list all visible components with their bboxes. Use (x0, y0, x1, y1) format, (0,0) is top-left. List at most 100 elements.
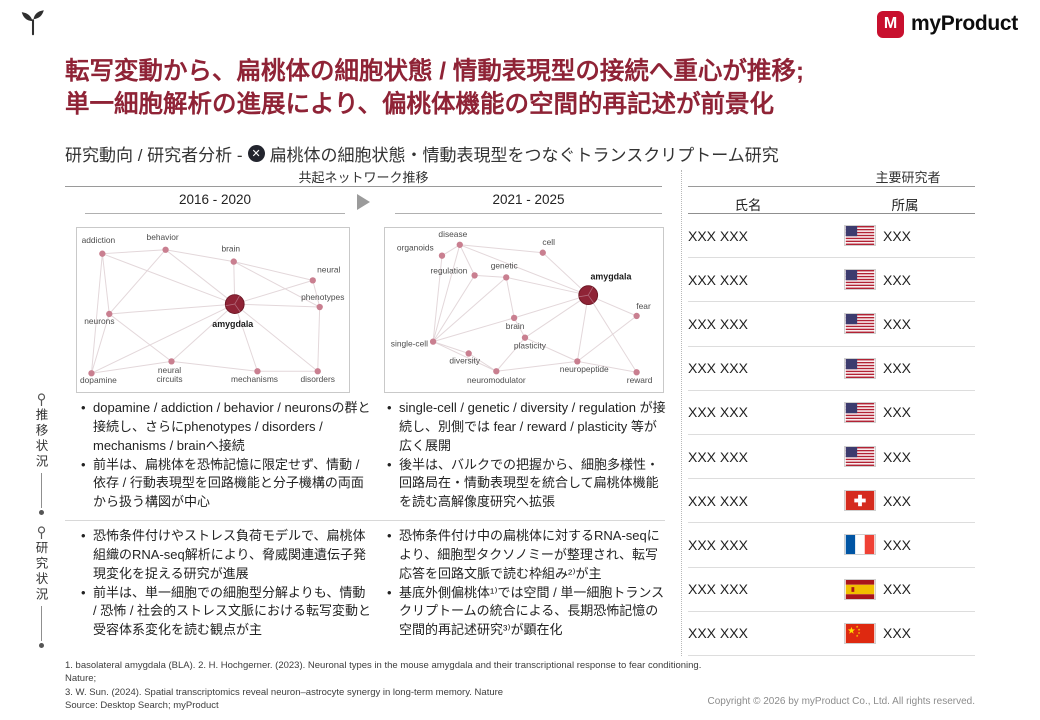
researcher-affiliation: XXX (844, 446, 911, 468)
network-edge (459, 244, 476, 276)
divider-table-header (688, 213, 975, 214)
network-node-label: neural (317, 264, 340, 274)
network-node (309, 277, 316, 284)
network-edge (165, 249, 234, 263)
affiliation-text: XXX (883, 492, 912, 509)
timeline-dot (38, 643, 44, 648)
researcher-name: XXX XXX (688, 271, 748, 288)
network-edge (495, 337, 526, 372)
researcher-affiliation: XXX (844, 313, 911, 335)
network-edge (165, 249, 236, 305)
network-edge (234, 303, 319, 372)
divider-right-header (688, 186, 975, 187)
network-edge (108, 249, 166, 315)
researcher-row: XXX XXX XXX (688, 258, 975, 303)
network-node (633, 312, 640, 320)
researcher-row: XXX XXX XXX (688, 435, 975, 480)
affiliation-text: XXX (883, 360, 912, 377)
network-edge (513, 317, 526, 338)
network-edge (90, 253, 103, 374)
researcher-name: XXX XXX (688, 448, 748, 465)
network-node (521, 334, 529, 341)
network-node-label: mechanisms (231, 374, 278, 384)
network-edge (577, 315, 637, 362)
researchers-rows: XXX XXX XXX XXX XXX XXX XXX XXX XXX XXX XXX XXX… (688, 214, 975, 656)
researcher-affiliation: XXX (844, 578, 912, 600)
network-edge (432, 244, 461, 342)
researcher-affiliation: XXX (844, 269, 911, 291)
network-node (254, 368, 261, 375)
flag-icon-us (844, 225, 876, 247)
pin-icon (37, 526, 45, 539)
network-edge (432, 275, 476, 342)
brand-logo-text: myProduct (911, 12, 1018, 35)
network-edge (524, 294, 589, 339)
bullet-item: 恐怖条件付けやストレス負荷モデルで、扁桃体組織のRNA-seq解析により、脅威関… (80, 527, 372, 584)
researcher-affiliation: XXX (844, 401, 911, 423)
researcher-row: XXX XXX XXX (688, 612, 975, 656)
column-header-name: 氏名 (734, 198, 762, 213)
network-edge (91, 360, 172, 374)
network-node-label: fear (636, 301, 651, 311)
network-node-label: amygdala (212, 319, 253, 329)
network-node-label: brain (221, 244, 240, 254)
network-edge (233, 261, 313, 281)
bullet-item: 恐怖条件付け中の扁桃体に対するRNA-seqにより、細胞型タクソノミーが整理され… (386, 527, 668, 584)
network-edge (108, 313, 172, 362)
timeline-stem (40, 473, 42, 508)
network-edge (505, 277, 515, 318)
divider-bullet-rows (65, 520, 665, 521)
network-node-label: amygdala (590, 271, 631, 281)
network-edge (441, 244, 461, 257)
transition-bullets-right: single-cell / genetic / diversity / regu… (386, 399, 668, 512)
timeline-dot (38, 510, 44, 515)
network-node (465, 350, 472, 357)
crossed-circle-icon: ✕ (247, 145, 265, 162)
network-node (539, 249, 546, 256)
network-node-label: neural circuits (156, 365, 182, 384)
network-edge (513, 294, 589, 319)
arrow-right-icon (357, 194, 370, 210)
affiliation-text: XXX (883, 581, 912, 598)
bullet-item: single-cell / genetic / diversity / regu… (386, 399, 668, 456)
pin-icon (37, 393, 45, 406)
research-bullets-right: 恐怖条件付け中の扁桃体に対するRNA-seqにより、細胞型タクソノミーが整理され… (386, 527, 668, 640)
title-line-1: 転写変動から、扁桃体の細胞状態 / 情動表現型の接続へ重心が推移; (65, 58, 805, 85)
network-node (88, 370, 95, 377)
network-node-label: disorders (300, 374, 334, 384)
network-node-label: plasticity (514, 341, 547, 351)
network-node (510, 314, 518, 322)
network-node-label: organoids (397, 243, 434, 253)
network-edge (102, 249, 166, 255)
bullet-item: dopamine / addiction / behavior / neuron… (80, 399, 372, 456)
researcher-affiliation: XXX (844, 357, 912, 379)
network-node (438, 252, 446, 259)
network-chart-2016-2020: addiction behavior brain neural phenotypes ne… (80, 232, 344, 385)
network-node (471, 272, 478, 279)
network-node-label: neurons (84, 316, 114, 326)
researcher-name: XXX XXX (688, 492, 748, 509)
network-node (168, 358, 175, 365)
researcher-affiliation: XXX (844, 534, 911, 556)
researcher-name: XXX XXX (688, 227, 748, 244)
divider-period-left (85, 213, 345, 214)
hub-segment-line (234, 303, 241, 312)
researcher-row: XXX XXX XXX (688, 302, 975, 347)
flag-icon-cn (844, 622, 876, 644)
researcher-affiliation: XXX (844, 225, 911, 247)
brand-logo: M myProduct (877, 10, 1018, 38)
network-node-label: reward (627, 375, 653, 385)
network-node (316, 303, 323, 311)
researchers-section-header: 主要研究者 (875, 170, 941, 185)
network-edge (506, 276, 589, 296)
network-edge (109, 303, 235, 315)
network-edge (234, 303, 258, 372)
hub-segment-line (234, 295, 240, 305)
hub-segment-line (587, 294, 594, 304)
subtitle-text: 扁桃体の細胞状態・情動表現型をつなぐトランスクリプトーム研究 (269, 146, 779, 165)
researcher-name: XXX XXX (688, 315, 748, 332)
flag-icon-us (844, 446, 876, 468)
researcher-name: XXX XXX (688, 536, 748, 553)
network-node (633, 369, 640, 376)
period-label-2021-2025: 2021 - 2025 (492, 192, 565, 207)
